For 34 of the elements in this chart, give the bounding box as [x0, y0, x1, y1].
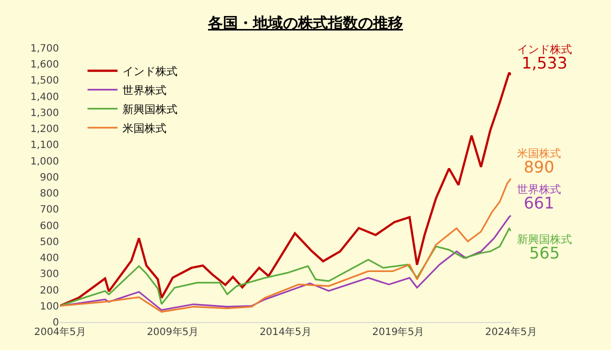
y-tick-label: 1,200	[30, 124, 59, 136]
annotation: 新興国株式 565	[517, 233, 572, 263]
y-tick-label: 1,700	[30, 44, 59, 54]
legend-label: インド株式	[122, 65, 178, 78]
x-tick-label: 2009年5月	[146, 326, 199, 338]
y-tick-label: 400	[40, 253, 59, 264]
y-tick-label: 800	[40, 188, 59, 200]
y-tick-label: 900	[40, 172, 59, 184]
y-tick-label: 1,300	[30, 108, 59, 119]
annotation: インド株式 1,533	[517, 43, 572, 73]
x-tick-label: 2014年5月	[260, 326, 312, 338]
y-tick-label: 500	[40, 236, 59, 248]
y-tick-label: 1,000	[30, 156, 59, 168]
chart-title: 各国・地域の株式指数の推移	[207, 14, 403, 32]
x-tick-label: 2019年5月	[372, 326, 424, 338]
legend-label: 世界株式	[122, 84, 167, 98]
y-tick-label: 200	[40, 285, 59, 296]
y-tick-label: 1,500	[30, 76, 59, 87]
legend-label: 米国株式	[122, 122, 167, 136]
y-tick-label: 100	[40, 301, 59, 312]
line-series	[60, 178, 511, 313]
x-tick-label: 2004年5月	[34, 326, 86, 338]
x-tick-label: 2024年5月	[485, 326, 537, 338]
line-series	[60, 228, 511, 307]
legend-label: 新興国株式	[122, 103, 178, 116]
y-tick-label: 1,100	[30, 140, 59, 152]
y-tick-label: 0	[52, 318, 59, 328]
y-tick-label: 600	[40, 220, 59, 232]
y-tick-label: 1,600	[30, 60, 59, 71]
y-tick-label: 300	[40, 269, 59, 280]
y-tick-label: 1,400	[30, 92, 59, 103]
annotation: 世界株式 661	[517, 183, 561, 213]
y-tick-label: 700	[40, 204, 59, 216]
annotation: 米国株式 890	[517, 147, 561, 177]
